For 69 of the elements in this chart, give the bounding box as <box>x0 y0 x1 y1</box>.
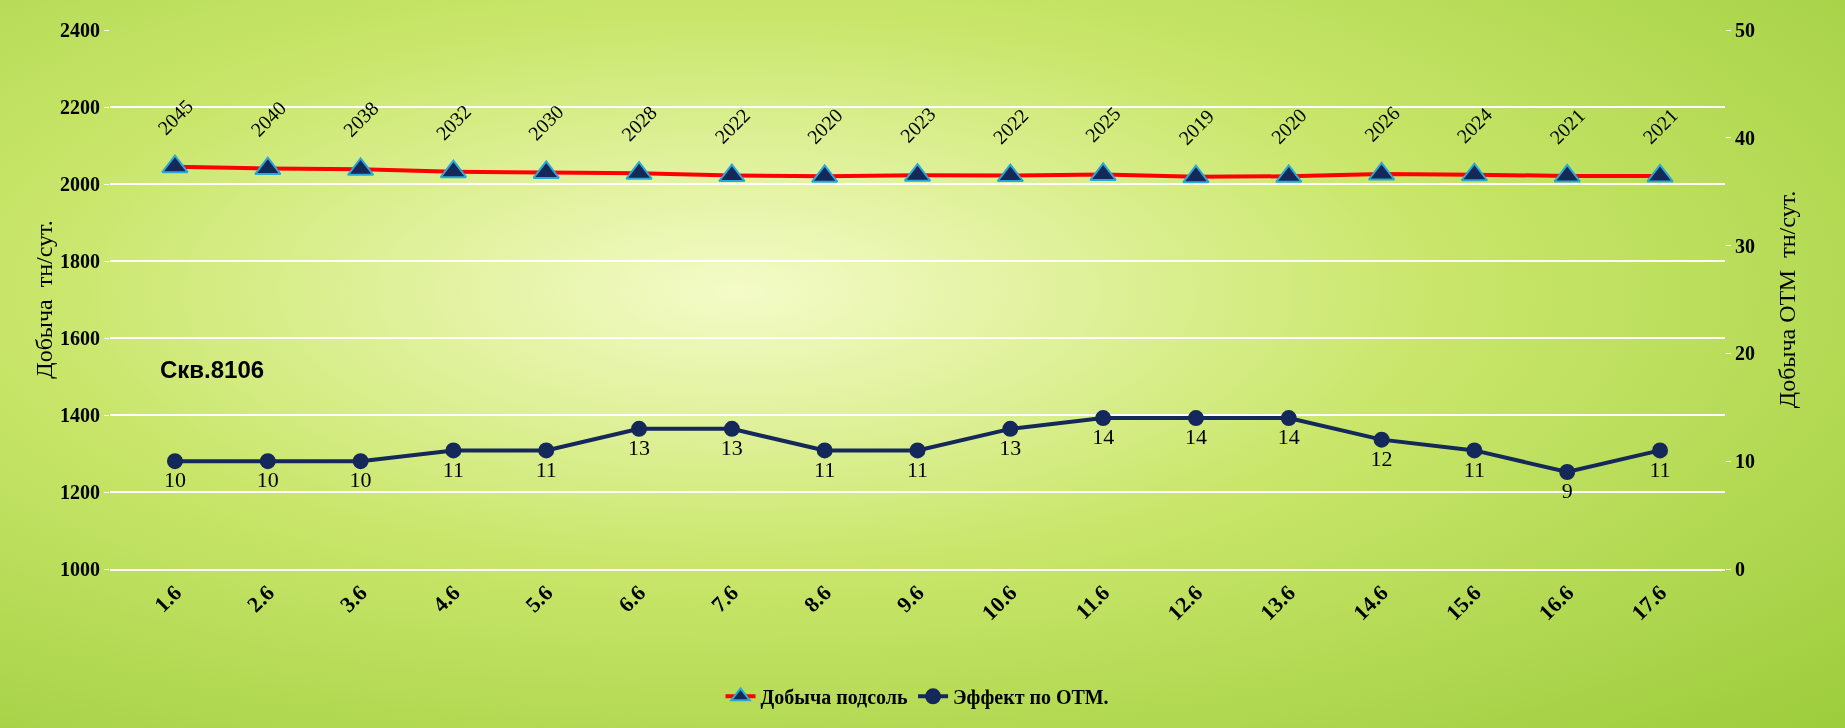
data-label: 11 <box>1463 456 1485 482</box>
data-label: 14 <box>1092 424 1115 450</box>
point <box>723 420 740 437</box>
point <box>909 442 926 459</box>
data-label: 13 <box>628 435 651 461</box>
point <box>1002 420 1019 437</box>
y-tick-label: 2000 <box>60 173 100 195</box>
data-label: 11 <box>1649 456 1671 482</box>
data-label: 10 <box>163 467 186 493</box>
y2-tick-label: 20 <box>1735 342 1755 365</box>
point <box>538 442 555 459</box>
point <box>816 442 833 459</box>
legend-label: Эффект по ОТМ. <box>953 686 1109 710</box>
x-tick-label: 15.6 <box>1440 580 1486 625</box>
annotation: Скв.8106 <box>160 356 265 383</box>
x-tick-label: 1.6 <box>149 580 187 618</box>
x-tick-label: 12.6 <box>1162 580 1208 625</box>
y-tick-label: 1400 <box>60 404 100 426</box>
point <box>1095 410 1112 427</box>
data-label: 11 <box>906 456 929 482</box>
point <box>1187 410 1204 427</box>
data-label: 14 <box>1184 424 1207 450</box>
x-tick-label: 11.6 <box>1070 580 1115 625</box>
point <box>445 442 462 459</box>
point <box>259 453 276 470</box>
y-tick-label: 1600 <box>60 327 100 349</box>
x-tick-label: 5.6 <box>520 580 558 618</box>
x-tick-label: 3.6 <box>334 580 372 618</box>
data-label: 13 <box>999 435 1022 461</box>
data-label: 11 <box>442 456 465 482</box>
y2-tick-label: 50 <box>1735 19 1755 41</box>
x-tick-label: 17.6 <box>1626 580 1672 625</box>
point <box>166 453 183 470</box>
legend-label: Добыча подсоль <box>760 686 909 710</box>
data-label: 12 <box>1370 445 1393 471</box>
x-tick-label: 13.6 <box>1255 580 1301 625</box>
y2-tick-label: 40 <box>1735 126 1755 149</box>
point <box>1466 442 1483 459</box>
x-tick-label: 6.6 <box>613 580 651 618</box>
x-tick-label: 14.6 <box>1347 580 1393 625</box>
point <box>1652 442 1669 459</box>
y2-axis-title: Добыча ОТМ тн/сут. <box>1774 190 1800 409</box>
data-label: 13 <box>720 435 743 461</box>
data-label: 11 <box>535 456 557 482</box>
point <box>1559 463 1576 480</box>
data-label: 10 <box>256 467 279 493</box>
data-label: 14 <box>1277 424 1300 450</box>
x-tick-label: 4.6 <box>427 580 465 618</box>
x-tick-label: 10.6 <box>976 580 1022 625</box>
x-tick-label: 8.6 <box>798 580 836 618</box>
x-tick-label: 7.6 <box>706 580 744 618</box>
y-tick-label: 1000 <box>60 558 100 580</box>
point <box>1373 431 1390 448</box>
y-tick-label: 2400 <box>60 19 100 41</box>
point <box>352 453 369 470</box>
x-tick-label: 9.6 <box>891 580 929 618</box>
x-tick-label: 16.6 <box>1533 580 1579 625</box>
y2-tick-label: 30 <box>1735 234 1755 257</box>
y-axis-title: Добыча тн/сут. <box>31 220 57 379</box>
x-tick-label: 2.6 <box>241 580 280 618</box>
point <box>631 420 648 437</box>
y2-tick-label: 0 <box>1735 558 1745 580</box>
point <box>1280 410 1297 427</box>
y-tick-label: 1800 <box>60 250 100 272</box>
y-tick-label: 2200 <box>60 96 100 118</box>
data-label: 10 <box>349 467 372 493</box>
y-tick-label: 1200 <box>60 481 100 503</box>
y2-tick-label: 10 <box>1735 450 1755 473</box>
data-label: 11 <box>814 456 836 482</box>
